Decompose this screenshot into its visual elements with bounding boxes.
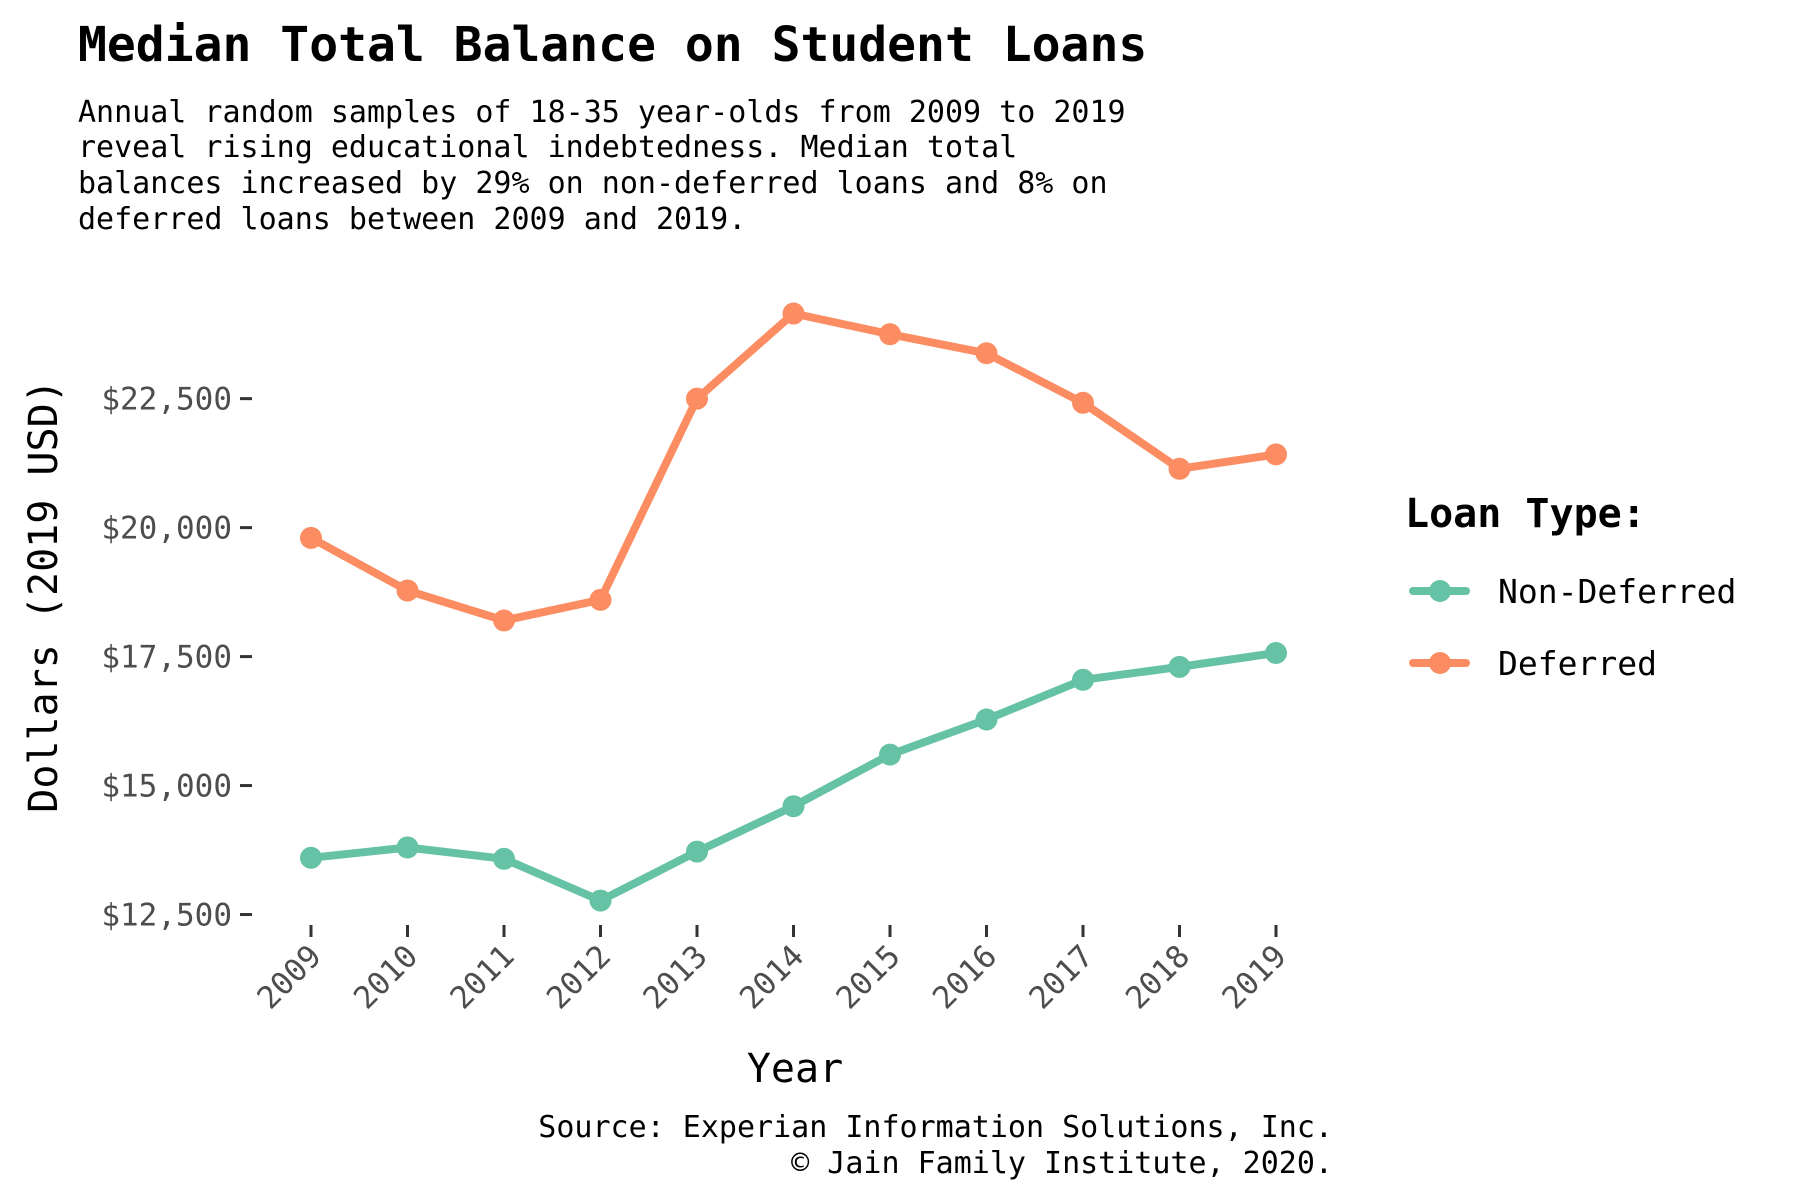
y-tick-label: $12,500 [101, 898, 232, 934]
y-tick-label: $17,500 [101, 640, 232, 676]
caption-line: © Jain Family Institute, 2020. [791, 1146, 1333, 1181]
legend-title: Loan Type: [1405, 491, 1646, 537]
data-point [782, 302, 805, 325]
data-point [975, 342, 998, 365]
y-tick-label: $22,500 [101, 382, 232, 418]
data-point [879, 323, 901, 346]
data-point [300, 526, 322, 549]
legend-key-point [1429, 580, 1451, 602]
subtitle-line: reveal rising educational indebtedness. … [78, 130, 1017, 165]
legend-item: Non-Deferred [1409, 572, 1736, 611]
data-point [300, 846, 322, 869]
subtitle-line: Annual random samples of 18-35 year-olds… [78, 95, 1126, 130]
data-point [1072, 668, 1094, 691]
data-point [686, 387, 708, 410]
chart-subtitle: Annual random samples of 18-35 year-olds… [78, 95, 1126, 237]
data-point [493, 847, 515, 870]
subtitle-line: balances increased by 29% on non-deferre… [78, 166, 1108, 201]
chart-caption: Source: Experian Information Solutions, … [538, 1110, 1333, 1181]
series-layer [300, 302, 1287, 912]
y-axis: $12,500 $15,000 $17,500 $20,000 $22,500 [101, 382, 252, 934]
x-axis-title: Year [747, 1046, 843, 1092]
data-point [589, 588, 612, 611]
data-point [1072, 391, 1094, 414]
data-point [589, 889, 612, 912]
subtitle-line: deferred loans between 2009 and 2019. [78, 202, 746, 237]
data-point [396, 579, 419, 602]
legend-item: Deferred [1409, 644, 1657, 683]
series-non-deferred [300, 641, 1287, 912]
y-tick-label: $20,000 [101, 511, 232, 547]
data-point [879, 743, 901, 766]
caption-line: Source: Experian Information Solutions, … [538, 1110, 1333, 1145]
data-point [396, 836, 419, 859]
legend-label: Deferred [1498, 644, 1657, 683]
legend-label: Non-Deferred [1498, 572, 1736, 611]
data-point [975, 708, 998, 731]
data-point [782, 795, 805, 818]
series-deferred [300, 302, 1287, 632]
legend-key-point [1429, 652, 1451, 674]
chart-title: Median Total Balance on Student Loans [78, 17, 1147, 73]
legend: Loan Type: Non-Deferred Deferred [1405, 491, 1736, 683]
y-tick-label: $15,000 [101, 769, 232, 805]
data-point [1265, 443, 1287, 466]
data-point [686, 840, 708, 863]
data-point [1265, 641, 1287, 664]
data-point [493, 609, 515, 632]
y-axis-title: Dollars (2019 USD) [21, 379, 67, 812]
data-point [1168, 655, 1191, 678]
data-point [1168, 457, 1191, 480]
